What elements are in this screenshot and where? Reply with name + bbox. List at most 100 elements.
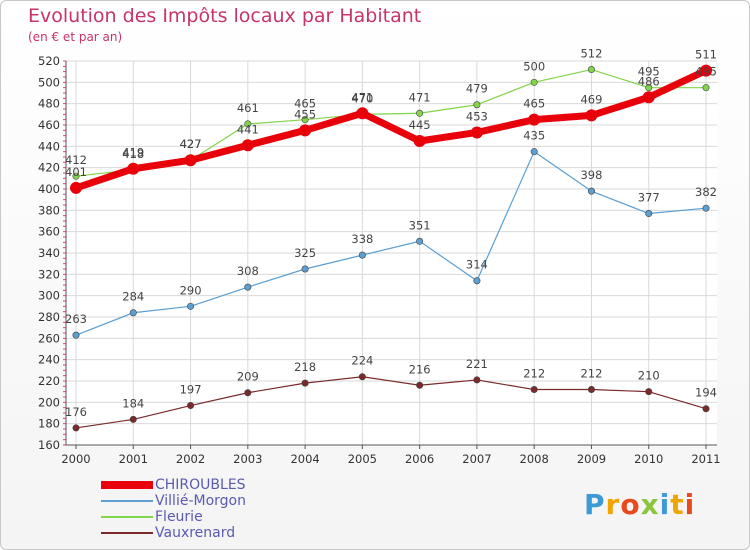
y-tick-label: 440 [38,139,60,153]
x-tick-label: 2002 [176,452,205,466]
y-tick-label: 340 [38,246,60,260]
data-label: 511 [695,48,717,62]
x-tick-label: 2000 [61,452,90,466]
data-point [299,124,312,137]
data-label: 495 [638,65,660,79]
data-point [585,109,598,122]
data-point [416,381,424,389]
data-label: 382 [695,185,717,199]
data-label: 184 [122,396,144,410]
data-label: 512 [580,47,602,61]
data-point [528,113,541,126]
data-point [184,154,197,167]
data-point [416,237,424,245]
data-point [187,302,195,310]
data-label: 401 [65,165,87,179]
data-label: 218 [294,360,316,374]
y-tick-label: 200 [38,395,60,409]
data-point [72,424,80,432]
data-point [241,139,254,152]
logo-letter: x [640,488,660,521]
x-tick-label: 2001 [119,452,148,466]
x-tick-label: 2008 [520,452,549,466]
data-point [72,331,80,339]
data-label: 471 [409,90,431,104]
series-line-chiroubles [72,67,710,192]
data-label: 212 [523,367,545,381]
proxiti-logo: Proxiti [584,488,695,521]
y-tick-label: 180 [38,417,60,431]
data-point [187,402,195,410]
data-point [358,373,366,381]
x-tick-label: 2011 [691,452,720,466]
data-point [645,388,653,396]
data-point [356,107,369,120]
y-tick-label: 420 [38,161,60,175]
x-tick-label: 2007 [462,452,491,466]
data-label: 325 [294,246,316,260]
data-label: 377 [638,191,660,205]
data-point [129,309,137,317]
data-point [645,84,653,92]
data-point [301,116,309,124]
data-label: 495 [695,65,717,79]
data-point [70,181,82,194]
data-label: 469 [580,92,602,106]
series-line-villié-morgon [75,151,707,336]
data-label: 176 [65,405,87,419]
data-label: 465 [523,97,545,111]
data-point [416,109,424,117]
data-label: 398 [580,168,602,182]
data-label: 471 [351,90,373,104]
data-label: 479 [466,82,488,96]
legend-swatch [101,500,153,502]
legend-item-fleurie: Fleurie [101,509,203,525]
data-point [645,210,653,218]
legend-swatch [101,532,153,534]
y-tick-label: 460 [38,118,60,132]
data-label: 445 [409,118,431,132]
y-tick-label: 240 [38,353,60,367]
data-label: 308 [237,264,259,278]
data-point [413,135,426,147]
x-tick-label: 2003 [233,452,262,466]
data-label: 194 [695,386,717,400]
data-point [702,405,710,413]
logo-letter: o [620,488,641,521]
data-label: 212 [580,367,602,381]
data-point [301,379,309,387]
data-label: 419 [122,146,144,160]
data-point [244,120,252,128]
y-tick-label: 280 [38,310,60,324]
legend-label: Vauxrenard [155,525,236,541]
data-point [587,187,595,195]
data-point [473,101,481,109]
y-tick-label: 380 [38,203,60,217]
legend-item-villié-morgon: Villié-Morgon [101,493,246,509]
data-label: 197 [180,383,202,397]
y-tick-label: 300 [38,289,60,303]
logo-letter: r [605,488,621,521]
data-label: 290 [180,283,202,297]
y-tick-label: 500 [38,75,60,89]
logo-letter: P [584,488,606,521]
data-label: 427 [180,137,202,151]
data-label: 209 [237,370,259,384]
data-point [642,91,655,104]
legend-swatch [101,481,153,489]
data-label: 224 [351,354,373,368]
data-label: 412 [65,153,87,167]
chart-subtitle: (en € et par an) [28,30,123,44]
data-point [587,386,595,394]
data-label: 284 [122,290,144,304]
x-tick-label: 2005 [348,452,377,466]
y-tick-label: 320 [38,267,60,281]
data-label: 427 [180,137,202,151]
logo-letter: t [670,488,685,521]
legend-label: Villié-Morgon [155,493,246,509]
data-label: 221 [466,357,488,371]
data-point [700,64,712,77]
legend-label: CHIROUBLES [155,477,246,493]
